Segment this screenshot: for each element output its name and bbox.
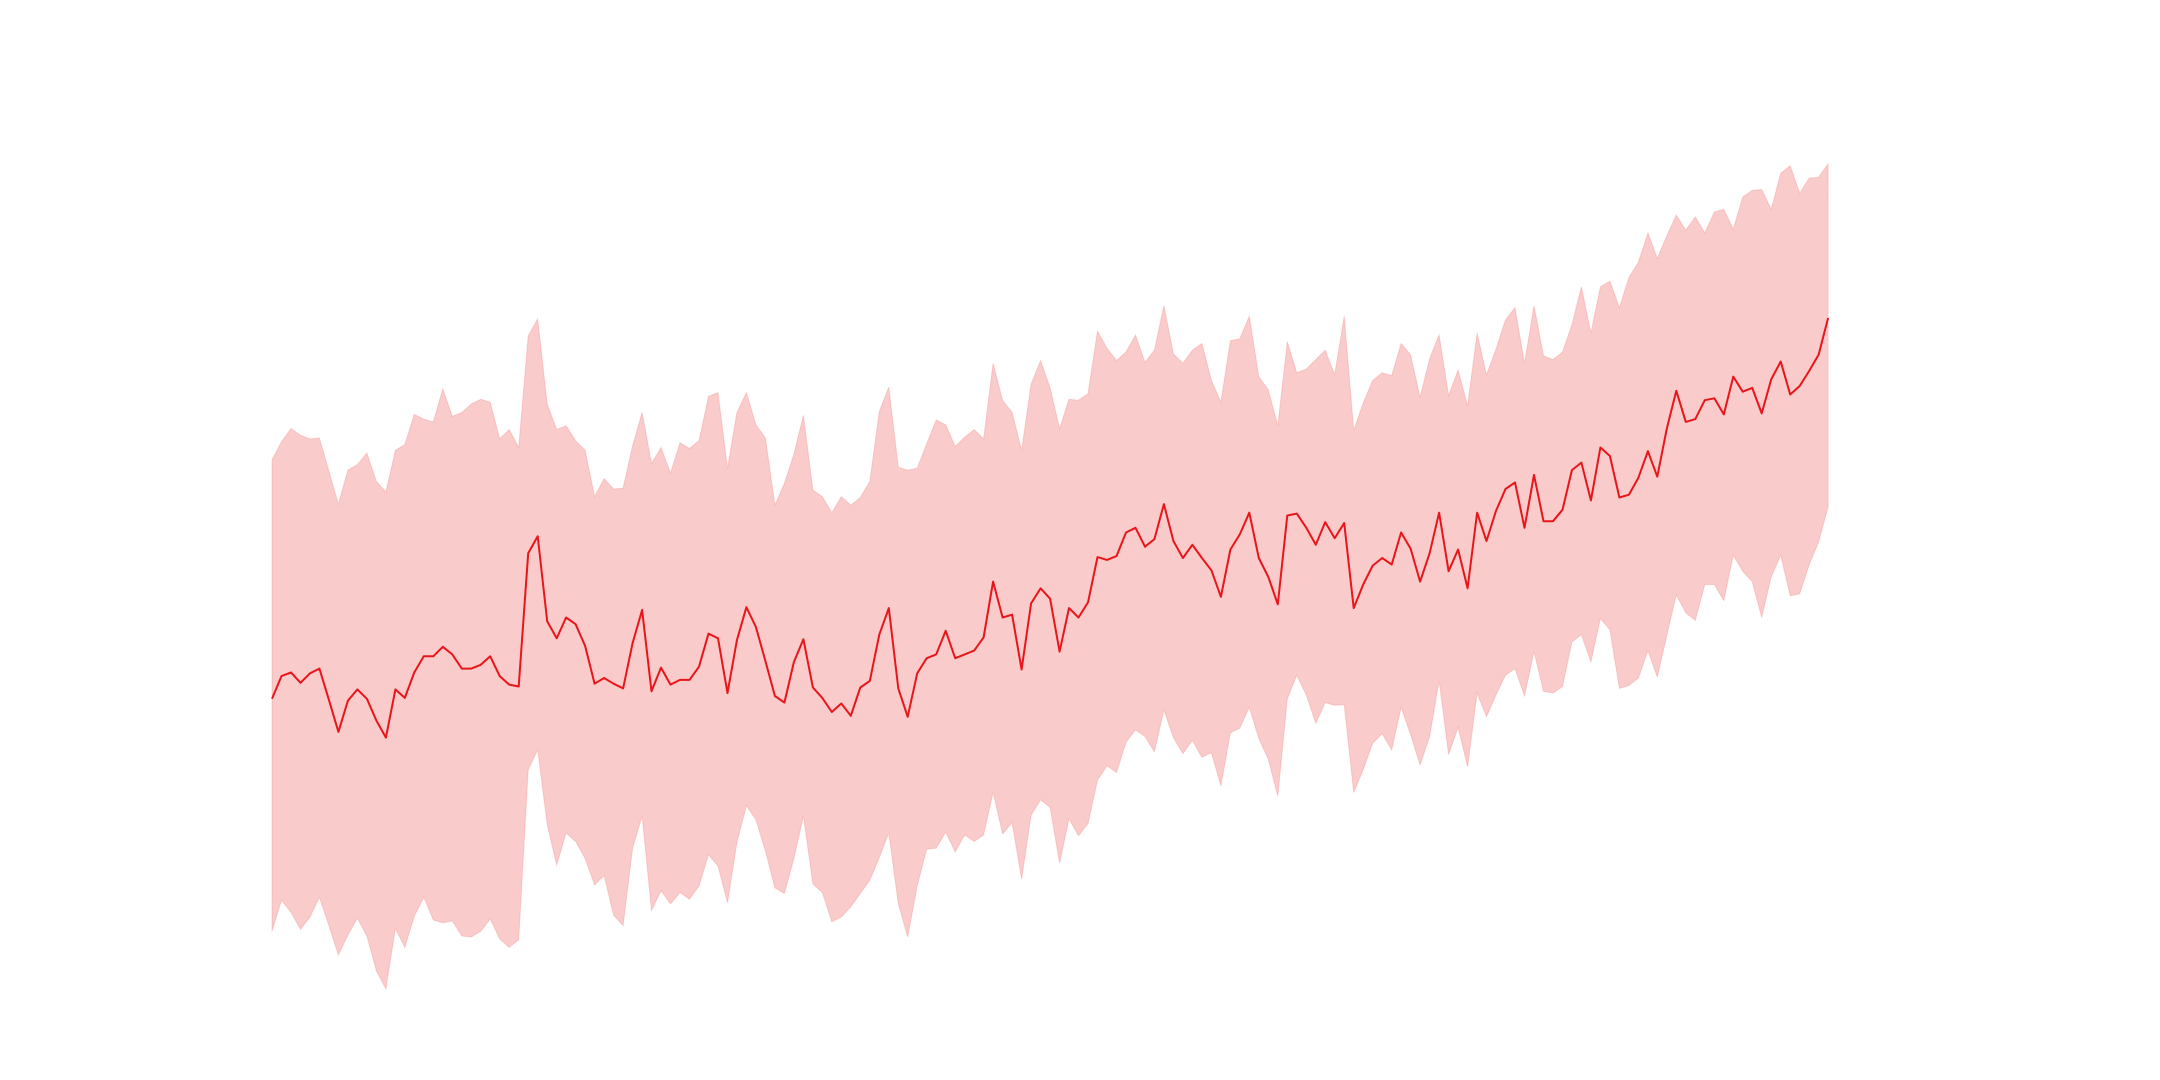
series-line (271, 317, 1830, 739)
series-range-band (271, 162, 1829, 991)
plot-area (271, 162, 1830, 991)
